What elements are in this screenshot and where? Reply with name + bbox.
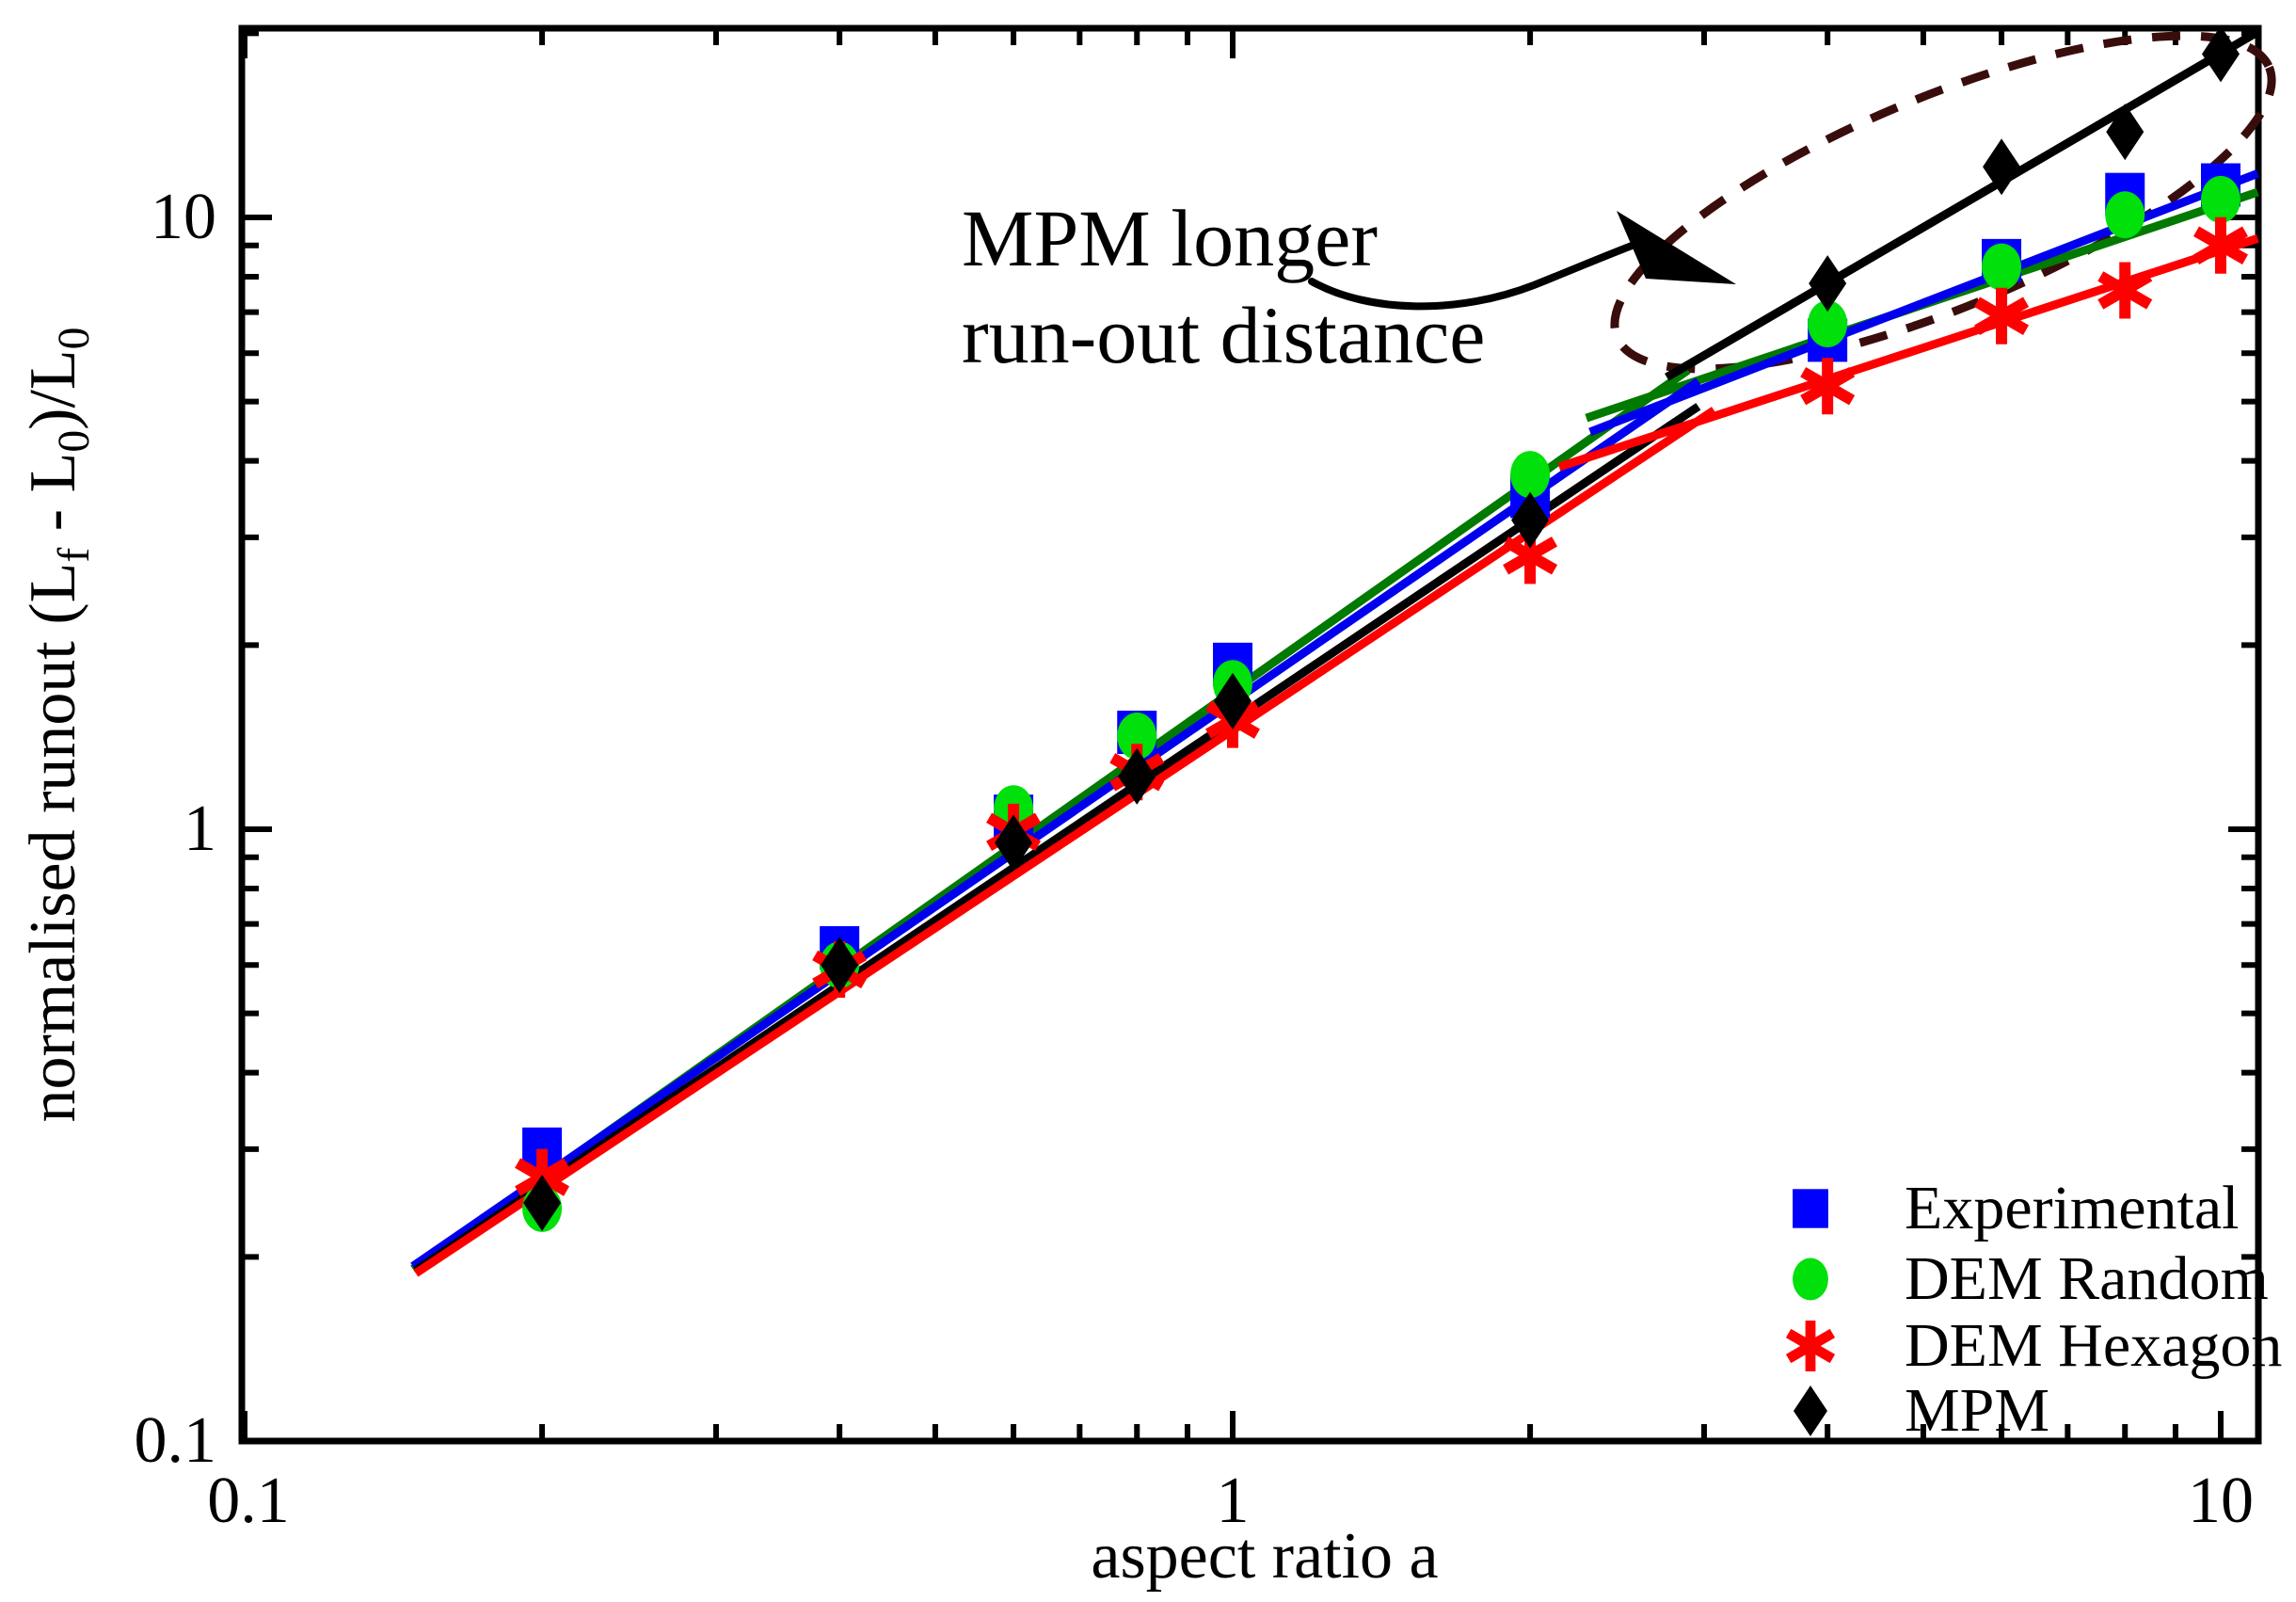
legend-marker — [1793, 1258, 1828, 1301]
legend-marker — [1794, 1386, 1827, 1436]
legend-item-dem-hexagon: DEM Hexagon — [1773, 1306, 2282, 1386]
legend-marker-diamond-icon — [1794, 1386, 1827, 1436]
y-axis-label: normalised runout (Lf - L0)/L0 — [9, 0, 99, 1487]
x-tick-label-0.1: 0.1 — [207, 1465, 290, 1537]
marker-dem-random — [1510, 451, 1551, 499]
mpm-annotation-line1: MPM longer — [962, 193, 1378, 283]
legend-label: Experimental — [1905, 1174, 2240, 1242]
fit-line-mpm — [1665, 28, 2260, 381]
marker-dem-random — [1808, 300, 1848, 348]
marker-dem-hexagon — [1800, 367, 1856, 406]
legend-item-mpm: MPM — [1773, 1371, 2049, 1450]
plot-border — [238, 24, 2262, 1445]
marker-dem-hexagon — [1503, 537, 1558, 575]
marker-dem-random — [2201, 175, 2240, 223]
marker-mpm — [2106, 104, 2145, 161]
y-axis-label-sub-0: 0 — [50, 327, 99, 350]
annotation-arrowhead — [1617, 211, 1736, 284]
marker-dem-random — [1982, 243, 2022, 291]
x-tick-label-10: 10 — [2188, 1465, 2254, 1537]
marker-dem-hexagon — [2193, 226, 2248, 264]
y-tick-label-0.1: 0.1 — [134, 1404, 217, 1477]
mpm-annotation: MPM longer run-out distance — [962, 190, 1485, 384]
marker-mpm — [1118, 747, 1156, 805]
marker-dem-hexagon — [2097, 271, 2153, 310]
y-axis-label-text: - L — [17, 452, 89, 548]
fit-line-experimental — [1588, 169, 2259, 437]
fit-line-dem-hexagon — [413, 407, 1716, 1277]
marker-mpm — [1809, 255, 1847, 312]
mpm-highlight-ellipse — [1610, 31, 2276, 374]
legend-marker-square-icon — [1793, 1189, 1828, 1228]
legend-label: DEM Hexagon — [1905, 1311, 2283, 1380]
marker-mpm — [995, 814, 1033, 872]
mpm-annotation-line2: run-out distance — [962, 290, 1486, 380]
y-axis-label-sub-0: 0 — [50, 429, 99, 453]
marker-mpm — [2202, 25, 2240, 83]
y-axis-label-text: normalised runout (L — [17, 562, 89, 1123]
legend-label: DEM Random — [1905, 1244, 2269, 1313]
fit-line-experimental — [410, 377, 1701, 1271]
x-tick-label-1: 1 — [1216, 1465, 1250, 1537]
y-axis-label-text: )/L — [17, 349, 89, 430]
legend-label: MPM — [1905, 1376, 2050, 1445]
legend-marker — [1785, 1328, 1836, 1364]
y-axis-label-sub-f: f — [50, 547, 99, 563]
y-tick-label-10: 10 — [151, 181, 216, 253]
legend-item-experimental: Experimental — [1773, 1169, 2240, 1248]
y-tick-label-1: 1 — [183, 793, 216, 865]
annotation-arrow — [1308, 239, 1643, 311]
marker-mpm — [1983, 138, 2021, 196]
legend-marker-circle-icon — [1793, 1258, 1828, 1301]
x-axis-label: aspect ratio a — [1091, 1520, 1439, 1593]
marker-dem-random — [1117, 713, 1157, 761]
marker-dem-hexagon — [1974, 296, 2030, 335]
legend-marker — [1793, 1189, 1828, 1228]
legend-marker-asterisk-icon — [1785, 1321, 1836, 1371]
marker-mpm — [1214, 672, 1252, 729]
legend-item-dem-random: DEM Random — [1773, 1240, 2269, 1319]
marker-mpm — [1511, 491, 1550, 549]
marker-mpm — [821, 937, 859, 994]
marker-dem-random — [2105, 191, 2145, 239]
marker-mpm — [523, 1175, 562, 1232]
